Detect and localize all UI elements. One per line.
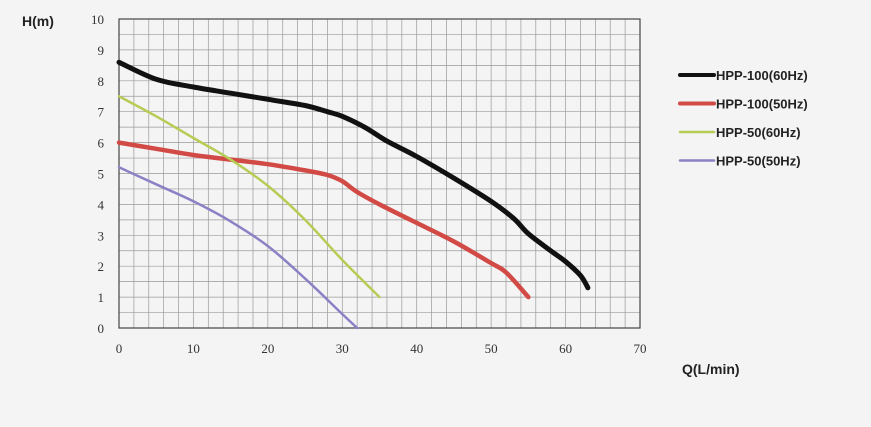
y-tick-label: 8 [98, 74, 105, 89]
x-tick-label: 40 [410, 341, 423, 356]
y-tick-labels: 0 1 2 3 4 5 6 7 8 9 10 [91, 12, 105, 336]
legend-label: HPP-50(60Hz) [716, 125, 801, 140]
y-tick-label: 0 [98, 321, 105, 336]
y-axis-label: H(m) [22, 13, 54, 29]
x-tick-label: 10 [187, 341, 200, 356]
y-tick-label: 6 [98, 136, 105, 151]
y-tick-label: 1 [98, 290, 105, 305]
x-tick-label: 30 [336, 341, 349, 356]
y-tick-label: 3 [98, 228, 105, 243]
legend-label: HPP-100(50Hz) [716, 97, 808, 112]
series-layer [116, 59, 591, 330]
y-tick-label: 7 [98, 105, 105, 120]
y-tick-label: 10 [91, 12, 104, 27]
legend-label: HPP-50(50Hz) [716, 154, 801, 169]
y-tick-label: 4 [98, 197, 105, 212]
x-tick-label: 50 [485, 341, 498, 356]
series-line-hpp-50-60hz [117, 95, 381, 299]
x-axis-label: Q(L/min) [682, 361, 740, 377]
x-tick-labels: 0 10 20 30 40 50 60 70 [116, 341, 647, 356]
x-tick-label: 60 [559, 341, 572, 356]
grid [118, 18, 641, 329]
series-line-hpp-100-50hz [116, 140, 531, 300]
series-line-hpp-50-50hz [117, 166, 359, 330]
x-tick-label: 0 [116, 341, 123, 356]
y-tick-label: 2 [98, 259, 105, 274]
legend-label: HPP-100(60Hz) [716, 68, 808, 83]
x-tick-label: 70 [634, 341, 647, 356]
legend: HPP-100(60Hz) HPP-100(50Hz) HPP-50(60Hz) HP… [678, 68, 808, 169]
y-tick-label: 9 [98, 43, 105, 58]
plot-frame [118, 18, 641, 329]
y-tick-label: 5 [98, 167, 105, 182]
x-tick-label: 20 [261, 341, 274, 356]
series-line-hpp-100-60hz [116, 59, 591, 291]
